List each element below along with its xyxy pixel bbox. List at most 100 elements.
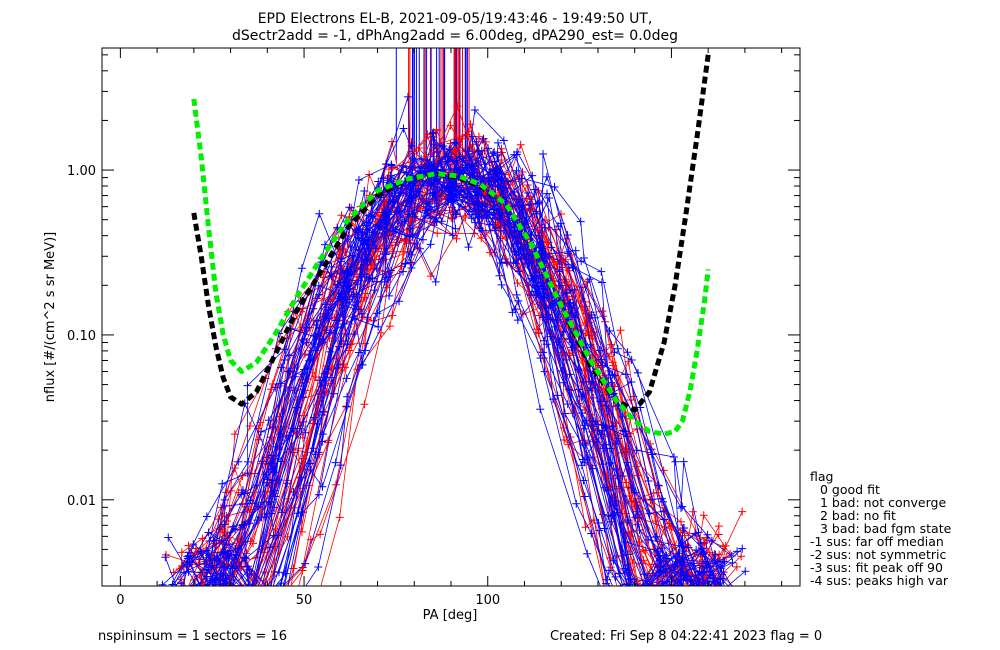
- data-point: [202, 565, 211, 574]
- data-point: [502, 258, 511, 267]
- data-point: [245, 421, 254, 430]
- data-point: [484, 144, 493, 153]
- data-point: [202, 572, 211, 581]
- data-point: [210, 575, 219, 584]
- data-point: [633, 520, 642, 529]
- data-point: [585, 275, 594, 284]
- data-point: [499, 136, 508, 145]
- data-point: [158, 580, 167, 586]
- data-point: [732, 562, 741, 571]
- data-point: [456, 163, 465, 172]
- data-point: [301, 428, 310, 437]
- data-point: [316, 530, 325, 539]
- data-point: [434, 159, 443, 168]
- chart-title: EPD Electrons EL-B, 2021-09-05/19:43:46 …: [258, 11, 653, 27]
- data-point: [183, 552, 192, 561]
- data-point: [444, 195, 453, 204]
- data-point: [414, 144, 423, 153]
- data-point: [728, 558, 737, 567]
- data-point: [268, 476, 277, 485]
- data-point: [467, 214, 476, 223]
- data-point: [314, 563, 323, 572]
- data-point: [313, 316, 322, 325]
- data-point: [275, 568, 284, 577]
- data-point: [448, 231, 457, 240]
- data-trace: [180, 161, 729, 586]
- data-point: [426, 272, 435, 281]
- data-point: [413, 240, 422, 249]
- data-point: [738, 507, 747, 516]
- data-point: [616, 326, 625, 335]
- data-point: [697, 544, 706, 553]
- data-point: [684, 543, 693, 552]
- data-trace: [232, 151, 699, 586]
- data-point: [314, 448, 323, 457]
- data-point: [354, 348, 363, 357]
- data-point: [613, 344, 622, 353]
- data-point: [177, 548, 186, 557]
- spike-lines: [395, 48, 470, 167]
- data-point: [544, 310, 553, 319]
- data-point: [474, 199, 483, 208]
- data-point: [257, 513, 266, 522]
- data-point: [314, 490, 323, 499]
- data-point: [468, 132, 477, 141]
- data-point: [354, 233, 363, 242]
- footer-left: nspininsum = 1 sectors = 16: [98, 629, 287, 644]
- data-point: [696, 547, 705, 556]
- data-point: [676, 568, 685, 577]
- data-point: [706, 567, 715, 576]
- data-point: [269, 531, 278, 540]
- data-point: [535, 240, 544, 249]
- data-point: [297, 527, 306, 536]
- data-point: [342, 402, 351, 411]
- data-point: [428, 129, 437, 138]
- data-point: [618, 472, 627, 481]
- data-point: [671, 457, 680, 466]
- data-point: [563, 249, 572, 258]
- data-point: [493, 138, 502, 147]
- data-point: [497, 280, 506, 289]
- data-point: [335, 513, 344, 522]
- data-point: [224, 540, 233, 549]
- data-trace: [242, 127, 733, 586]
- data-point: [597, 267, 606, 276]
- data-point: [298, 566, 307, 575]
- data-point: [243, 469, 252, 478]
- data-point: [315, 290, 324, 299]
- axes: 0 50 100 150 0.01 0.10 1.00: [67, 48, 800, 608]
- data-point: [491, 201, 500, 210]
- data-point: [257, 427, 266, 436]
- data-point: [578, 409, 587, 418]
- data-point: [561, 289, 570, 298]
- data-point: [678, 553, 687, 562]
- data-point: [721, 541, 730, 550]
- data-point: [696, 539, 705, 548]
- data-point: [297, 264, 306, 273]
- data-point: [270, 503, 279, 512]
- data-point: [539, 313, 548, 322]
- data-point: [336, 257, 345, 266]
- data-point: [405, 207, 414, 216]
- data-point: [700, 538, 709, 547]
- data-point: [161, 553, 170, 562]
- legend-entries: 0 good fit 1 bad: not converge 2 bad: no…: [810, 482, 952, 588]
- data-point: [340, 363, 349, 372]
- data-point: [342, 374, 351, 383]
- data-point: [607, 517, 616, 526]
- data-point: [461, 213, 470, 222]
- data-point: [237, 490, 246, 499]
- data-point: [426, 206, 435, 215]
- data-point: [336, 461, 345, 470]
- data-point: [595, 526, 604, 535]
- data-point: [387, 266, 396, 275]
- data-point: [528, 257, 537, 266]
- data-point: [602, 423, 611, 432]
- data-point: [559, 378, 568, 387]
- data-point: [209, 536, 218, 545]
- data-point: [510, 187, 519, 196]
- chart-subtitle: dSectr2add = -1, dPhAng2add = 6.00deg, d…: [232, 28, 678, 44]
- data-point: [577, 392, 586, 401]
- data-point: [280, 345, 289, 354]
- x-tick-label: 0: [116, 593, 124, 608]
